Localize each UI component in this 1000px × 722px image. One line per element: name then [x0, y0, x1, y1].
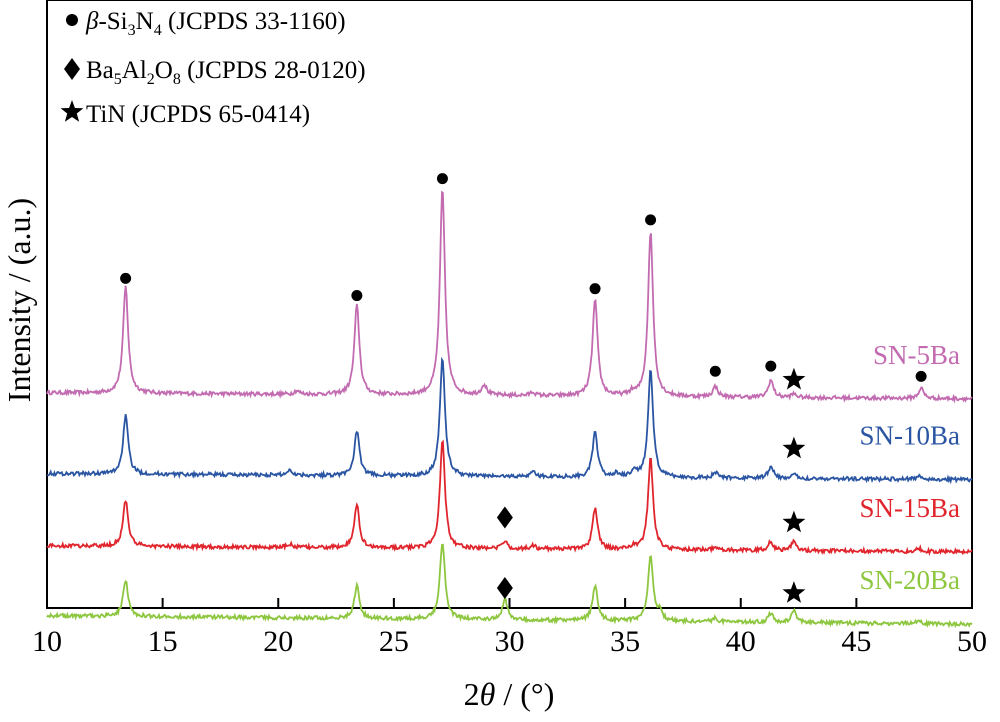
si3n4-peak-marker	[120, 272, 132, 284]
legend-item-tin: TiN (JCPDS 65-0414)	[60, 100, 310, 128]
si3n4-peak-marker	[765, 360, 777, 372]
plot-area: SN-5Ba SN-10Ba SN-15Ba SN-20Ba	[46, 0, 973, 629]
series-line-sn-5ba	[46, 190, 973, 404]
legend-star-icon	[60, 100, 84, 122]
si3n4-peak-marker	[436, 173, 448, 185]
tin-peak-marker	[782, 436, 806, 459]
ba5al2o8-peak-marker	[496, 506, 513, 529]
tin-peak-marker	[782, 510, 806, 533]
si3n4-peak-marker	[351, 290, 363, 302]
legend-label-tin: TiN (JCPDS 65-0414)	[86, 101, 310, 128]
si3n4-peak-marker	[589, 283, 601, 295]
y-axis-title: Intensity / (a.u.)	[1, 198, 37, 402]
series-line-sn-20ba	[46, 543, 973, 629]
x-tick-label: 25	[379, 625, 409, 658]
series-line-sn-15ba	[46, 439, 973, 556]
legend-circle-icon	[66, 14, 78, 26]
x-tick-label: 50	[957, 625, 987, 658]
x-tick-label: 10	[32, 625, 62, 658]
tin-peak-marker	[782, 581, 806, 603]
legend: β-Si3N4 (JCPDS 33-1160) Ba5Al2O8 (JCPDS …	[60, 8, 366, 128]
series-line-sn-10ba	[46, 356, 973, 485]
series-label-sn-15ba: SN-15Ba	[860, 493, 961, 523]
legend-label-si3n4: β-Si3N4 (JCPDS 33-1160)	[85, 8, 346, 39]
x-tick-label: 20	[263, 625, 293, 658]
x-axis-title: 2θ / (°)	[464, 676, 555, 712]
x-tick-label: 45	[841, 625, 871, 658]
x-tick-label: 35	[610, 625, 640, 658]
tin-peak-marker	[782, 367, 806, 390]
x-tick-label: 40	[726, 625, 756, 658]
si3n4-peak-marker	[645, 214, 657, 226]
legend-label-ba5al2o8: Ba5Al2O8 (JCPDS 28-0120)	[86, 57, 366, 88]
x-tick-label: 30	[495, 625, 525, 658]
peak-marker-layer	[120, 173, 927, 603]
legend-diamond-icon	[64, 58, 80, 80]
series-label-sn-10ba: SN-10Ba	[860, 421, 961, 451]
ba5al2o8-peak-marker	[496, 576, 513, 599]
si3n4-peak-marker	[709, 365, 721, 377]
legend-item-ba5al2o8: Ba5Al2O8 (JCPDS 28-0120)	[64, 57, 366, 88]
x-tick-label: 15	[148, 625, 178, 658]
series-label-layer: SN-5Ba SN-10Ba SN-15Ba SN-20Ba	[860, 340, 961, 595]
legend-item-si3n4: β-Si3N4 (JCPDS 33-1160)	[66, 8, 346, 39]
si3n4-peak-marker	[915, 370, 927, 382]
x-axis: 10 15 20 25 30 35 40 45 50	[32, 598, 987, 658]
series-layer	[46, 190, 973, 629]
series-label-sn-20ba: SN-20Ba	[860, 565, 961, 595]
series-label-sn-5ba: SN-5Ba	[873, 340, 960, 370]
